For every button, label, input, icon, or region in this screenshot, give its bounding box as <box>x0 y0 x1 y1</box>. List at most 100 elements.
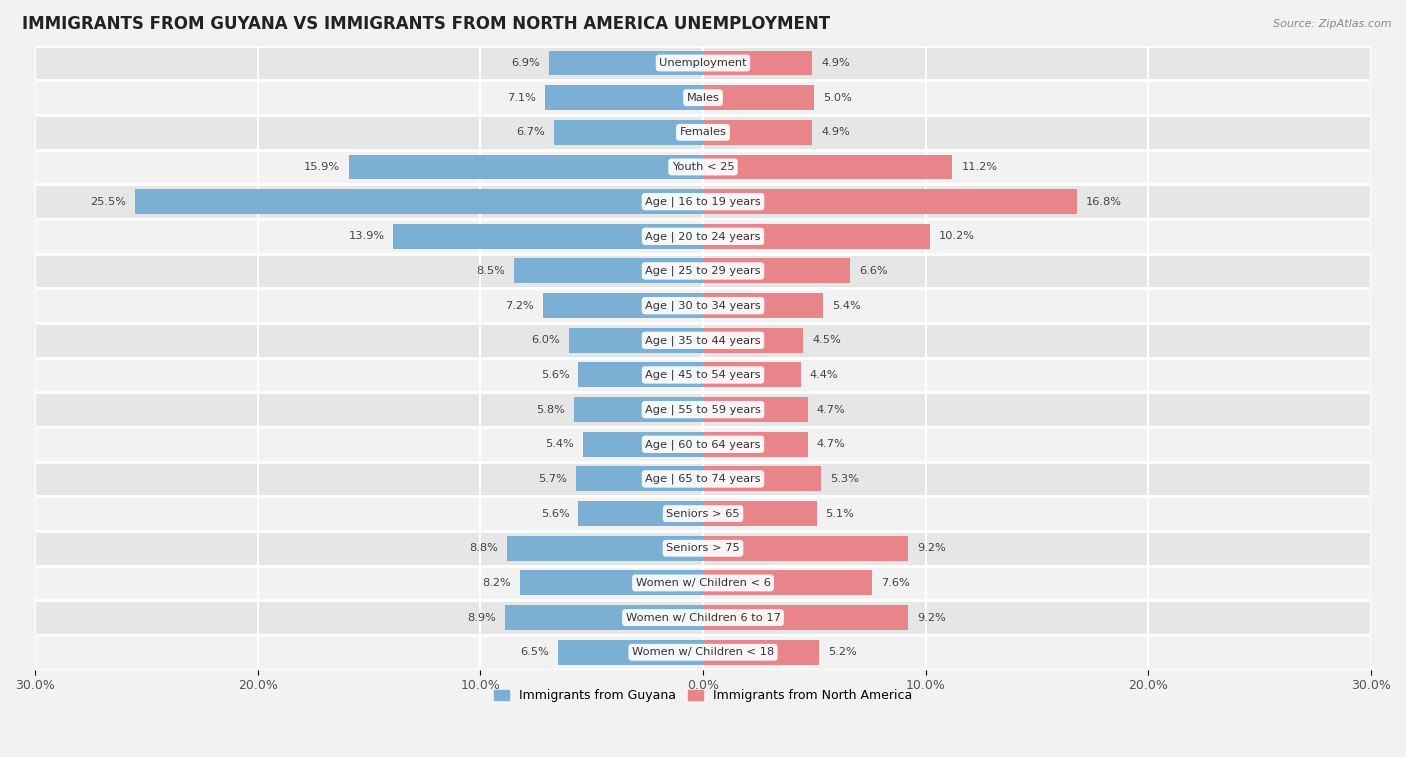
Text: Unemployment: Unemployment <box>659 58 747 68</box>
Bar <box>554 120 703 145</box>
Bar <box>576 466 703 491</box>
Bar <box>35 635 1371 670</box>
Text: 4.4%: 4.4% <box>810 370 838 380</box>
Bar <box>520 571 703 596</box>
Text: 6.0%: 6.0% <box>531 335 561 345</box>
Text: Age | 20 to 24 years: Age | 20 to 24 years <box>645 231 761 241</box>
Bar <box>35 80 1371 115</box>
Text: 7.6%: 7.6% <box>882 578 910 588</box>
Bar <box>703 293 824 318</box>
Bar <box>35 531 1371 565</box>
Bar <box>35 323 1371 357</box>
Text: 5.7%: 5.7% <box>538 474 567 484</box>
Bar <box>35 427 1371 462</box>
Text: Females: Females <box>679 127 727 137</box>
Text: 7.2%: 7.2% <box>505 301 534 310</box>
Bar <box>349 154 703 179</box>
Text: 5.2%: 5.2% <box>828 647 856 657</box>
Text: 8.9%: 8.9% <box>467 612 496 622</box>
Text: Age | 35 to 44 years: Age | 35 to 44 years <box>645 335 761 345</box>
Text: 8.8%: 8.8% <box>470 544 498 553</box>
Bar <box>703 86 814 110</box>
Text: 4.7%: 4.7% <box>817 439 845 450</box>
Text: 6.5%: 6.5% <box>520 647 550 657</box>
Bar <box>35 565 1371 600</box>
Text: Source: ZipAtlas.com: Source: ZipAtlas.com <box>1274 19 1392 29</box>
Bar <box>703 501 817 526</box>
Text: Women w/ Children < 18: Women w/ Children < 18 <box>631 647 775 657</box>
Text: 8.5%: 8.5% <box>477 266 505 276</box>
Bar <box>703 605 908 630</box>
Text: 4.5%: 4.5% <box>813 335 841 345</box>
Bar <box>35 288 1371 323</box>
Text: Seniors > 75: Seniors > 75 <box>666 544 740 553</box>
Text: 25.5%: 25.5% <box>90 197 127 207</box>
Text: Age | 60 to 64 years: Age | 60 to 64 years <box>645 439 761 450</box>
Bar <box>703 397 807 422</box>
Bar <box>135 189 703 214</box>
Bar <box>703 363 801 388</box>
Bar <box>703 431 807 456</box>
Bar <box>569 328 703 353</box>
Text: Youth < 25: Youth < 25 <box>672 162 734 172</box>
Text: Seniors > 65: Seniors > 65 <box>666 509 740 519</box>
Bar <box>394 224 703 249</box>
Bar <box>35 497 1371 531</box>
Text: 16.8%: 16.8% <box>1085 197 1122 207</box>
Bar <box>558 640 703 665</box>
Text: 5.4%: 5.4% <box>546 439 574 450</box>
Bar <box>35 115 1371 150</box>
Bar <box>543 293 703 318</box>
Bar <box>35 462 1371 497</box>
Bar <box>550 51 703 76</box>
Text: 5.6%: 5.6% <box>541 509 569 519</box>
Text: 6.7%: 6.7% <box>516 127 546 137</box>
Text: Women w/ Children 6 to 17: Women w/ Children 6 to 17 <box>626 612 780 622</box>
Bar <box>546 86 703 110</box>
Bar <box>513 258 703 283</box>
Text: Age | 65 to 74 years: Age | 65 to 74 years <box>645 474 761 484</box>
Bar <box>505 605 703 630</box>
Text: 4.7%: 4.7% <box>817 405 845 415</box>
Bar <box>703 224 931 249</box>
Text: 9.2%: 9.2% <box>917 612 945 622</box>
Text: 4.9%: 4.9% <box>821 58 849 68</box>
Text: 5.8%: 5.8% <box>536 405 565 415</box>
Bar <box>703 571 872 596</box>
Bar <box>703 154 952 179</box>
Text: 7.1%: 7.1% <box>508 92 536 103</box>
Bar <box>703 120 813 145</box>
Bar <box>578 363 703 388</box>
Bar <box>703 189 1077 214</box>
Text: 5.3%: 5.3% <box>830 474 859 484</box>
Bar <box>574 397 703 422</box>
Legend: Immigrants from Guyana, Immigrants from North America: Immigrants from Guyana, Immigrants from … <box>489 684 917 707</box>
Bar <box>703 536 908 561</box>
Text: IMMIGRANTS FROM GUYANA VS IMMIGRANTS FROM NORTH AMERICA UNEMPLOYMENT: IMMIGRANTS FROM GUYANA VS IMMIGRANTS FRO… <box>21 15 830 33</box>
Text: Males: Males <box>686 92 720 103</box>
Bar <box>582 431 703 456</box>
Bar <box>35 357 1371 392</box>
Text: 5.4%: 5.4% <box>832 301 860 310</box>
Bar <box>35 184 1371 219</box>
Text: 13.9%: 13.9% <box>349 232 385 241</box>
Text: Age | 55 to 59 years: Age | 55 to 59 years <box>645 404 761 415</box>
Bar <box>703 51 813 76</box>
Bar <box>35 254 1371 288</box>
Bar <box>703 466 821 491</box>
Text: Women w/ Children < 6: Women w/ Children < 6 <box>636 578 770 588</box>
Text: Age | 30 to 34 years: Age | 30 to 34 years <box>645 301 761 311</box>
Bar <box>703 640 818 665</box>
Bar <box>35 600 1371 635</box>
Bar <box>35 219 1371 254</box>
Text: Age | 16 to 19 years: Age | 16 to 19 years <box>645 196 761 207</box>
Text: 5.0%: 5.0% <box>824 92 852 103</box>
Text: 15.9%: 15.9% <box>304 162 340 172</box>
Text: 5.1%: 5.1% <box>825 509 855 519</box>
Bar <box>703 328 803 353</box>
Text: Age | 25 to 29 years: Age | 25 to 29 years <box>645 266 761 276</box>
Text: 4.9%: 4.9% <box>821 127 849 137</box>
Text: Age | 45 to 54 years: Age | 45 to 54 years <box>645 369 761 380</box>
Text: 6.6%: 6.6% <box>859 266 887 276</box>
Bar <box>35 150 1371 184</box>
